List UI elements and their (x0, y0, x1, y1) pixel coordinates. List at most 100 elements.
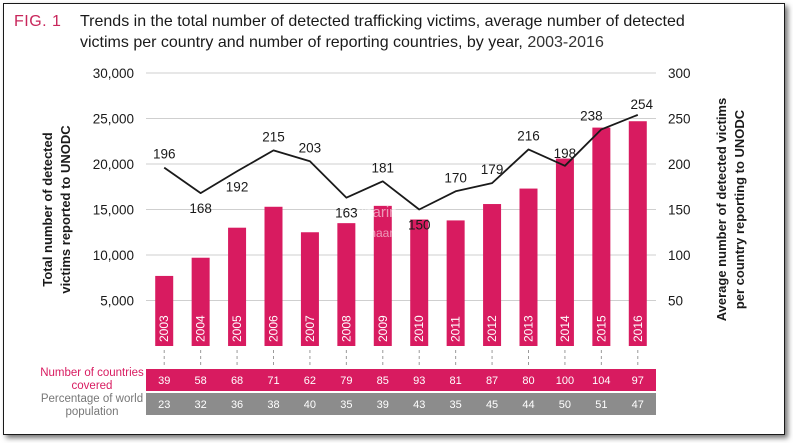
population-cell-2016: 47 (632, 399, 644, 411)
countries-cell-2009: 85 (377, 375, 389, 387)
y-right-tick-label-1: 100 (668, 248, 691, 263)
countries-cell-2003: 39 (158, 375, 170, 387)
chart-title-main: victims per country and number of report… (80, 34, 523, 51)
column-dashes (163, 350, 639, 368)
countries-row-label-line2: covered (72, 380, 113, 392)
countries-cell-2011: 81 (450, 375, 462, 387)
gridlines (146, 72, 656, 301)
population-row-label-line1: Percentage of world (41, 393, 143, 405)
bar-2013 (519, 188, 538, 346)
population-cell-2014: 50 (559, 399, 571, 411)
line-point-label-2008: 163 (335, 206, 358, 221)
bar-year-label-2009: 2009 (376, 315, 390, 342)
line-point-label-2004: 168 (189, 201, 212, 216)
bar-year-label-2008: 2008 (339, 315, 353, 342)
bar-year-label-2003: 2003 (157, 315, 171, 342)
y-right-tick-label-4: 250 (668, 112, 691, 127)
bar-year-label-2013: 2013 (522, 315, 536, 342)
bar-2007 (300, 232, 319, 346)
chart-title-years: 2003-2016 (527, 34, 604, 51)
bar-year-label-2006: 2006 (267, 315, 281, 342)
population-cell-2009: 39 (377, 399, 389, 411)
y-left-tick-label-1: 10,000 (93, 248, 134, 263)
chart-title-line1: Trends in the total number of detected t… (80, 13, 685, 30)
line-point-label-2013: 216 (517, 128, 540, 143)
population-cell-2007: 40 (304, 399, 316, 411)
line-series (163, 114, 639, 211)
y-axis-right-title-line2: per country reporting to UNODC (732, 109, 747, 309)
point-labels: 196 168 192 215 203 163 181 150 170 179 216 198 238 2… (153, 97, 654, 233)
line-point-label-2012: 179 (481, 162, 504, 177)
population-cell-2006: 38 (267, 399, 279, 411)
bar-year-label-2016: 2016 (631, 315, 645, 342)
line-point-label-2015: 238 (580, 108, 603, 123)
y-right-tick-label-3: 200 (668, 157, 691, 172)
line-point-label-2007: 203 (299, 140, 322, 155)
bar-year-label-2004: 2004 (194, 315, 208, 342)
y-left-tick-label-5: 30,000 (93, 66, 134, 81)
y-left-tick-label-0: 5,000 (100, 294, 134, 309)
y-axis-right-title-line1: Average number of detected victims (714, 98, 729, 321)
y-right-tick-label-2: 150 (668, 203, 691, 218)
bar-year-label-2015: 2015 (594, 315, 608, 342)
population-cell-2008: 35 (340, 399, 352, 411)
average-victims-line (163, 114, 639, 211)
population-row-band (146, 393, 656, 415)
countries-cell-2010: 93 (413, 375, 425, 387)
countries-cell-2013: 80 (522, 375, 534, 387)
population-row-label-line2: population (65, 406, 118, 418)
bar-2014 (555, 158, 574, 346)
bar-2012 (483, 204, 502, 346)
line-point-label-2005: 192 (226, 179, 249, 194)
population-cell-2003: 23 (158, 399, 170, 411)
line-point-label-2010: 150 (408, 218, 431, 233)
y-axis-left-title-line2: victims reported to UNODC (58, 125, 73, 294)
line-point-label-2009: 181 (372, 160, 395, 175)
watermark-text-1: Hinarin (350, 204, 398, 221)
population-cell-2010: 43 (413, 399, 425, 411)
bar-year-label-2012: 2012 (485, 315, 499, 342)
line-point-label-2011: 170 (444, 170, 467, 185)
bar-2009 (373, 205, 392, 346)
countries-cell-2007: 62 (304, 375, 316, 387)
bars (155, 121, 647, 346)
bar-2003 (155, 275, 174, 346)
bar-2011 (446, 220, 465, 346)
y-axis-right-ticks: 50 100 150 200 250 300 (668, 66, 691, 309)
y-axis-left-title-line1: Total number of detected (40, 132, 55, 286)
bar-2016 (628, 121, 647, 346)
bar-year-label-2005: 2005 (230, 315, 244, 342)
countries-cell-2015: 104 (592, 375, 610, 387)
population-cell-2013: 44 (522, 399, 534, 411)
y-left-tick-label-3: 20,000 (93, 157, 134, 172)
countries-row-band (146, 369, 656, 391)
bar-2010 (410, 219, 429, 346)
population-cell-2005: 36 (231, 399, 243, 411)
watermark: Hinarin Hinaan (350, 204, 398, 240)
countries-cell-2008: 79 (340, 375, 352, 387)
bar-year-label-2010: 2010 (412, 315, 426, 342)
bar-year-label-2007: 2007 (303, 315, 317, 342)
figure-frame (3, 3, 785, 435)
y-left-tick-label-4: 25,000 (93, 112, 134, 127)
line-point-label-2003: 196 (153, 147, 176, 162)
population-cell-2015: 51 (595, 399, 607, 411)
population-cell-2012: 45 (486, 399, 498, 411)
data-table: Number of countries covered Percentage o… (40, 367, 656, 418)
bar-year-label-2014: 2014 (558, 315, 572, 342)
y-right-tick-label-0: 50 (668, 294, 683, 309)
countries-cell-2006: 71 (267, 375, 279, 387)
line-point-label-2006: 215 (262, 129, 285, 144)
y-axis-left-ticks: 5,000 10,000 15,000 20,000 25,000 30,000 (93, 66, 134, 309)
countries-cell-2014: 100 (556, 375, 574, 387)
chart-title-line2: victims per country and number of report… (80, 34, 604, 51)
line-point-label-2014: 198 (554, 146, 577, 161)
countries-cell-2016: 97 (632, 375, 644, 387)
bar-2008 (337, 223, 356, 346)
bar-2004 (191, 257, 210, 346)
watermark-text-2: Hinaan (358, 226, 396, 240)
y-left-tick-label-2: 15,000 (93, 203, 134, 218)
line-point-label-2016: 254 (631, 97, 654, 112)
countries-cell-2012: 87 (486, 375, 498, 387)
